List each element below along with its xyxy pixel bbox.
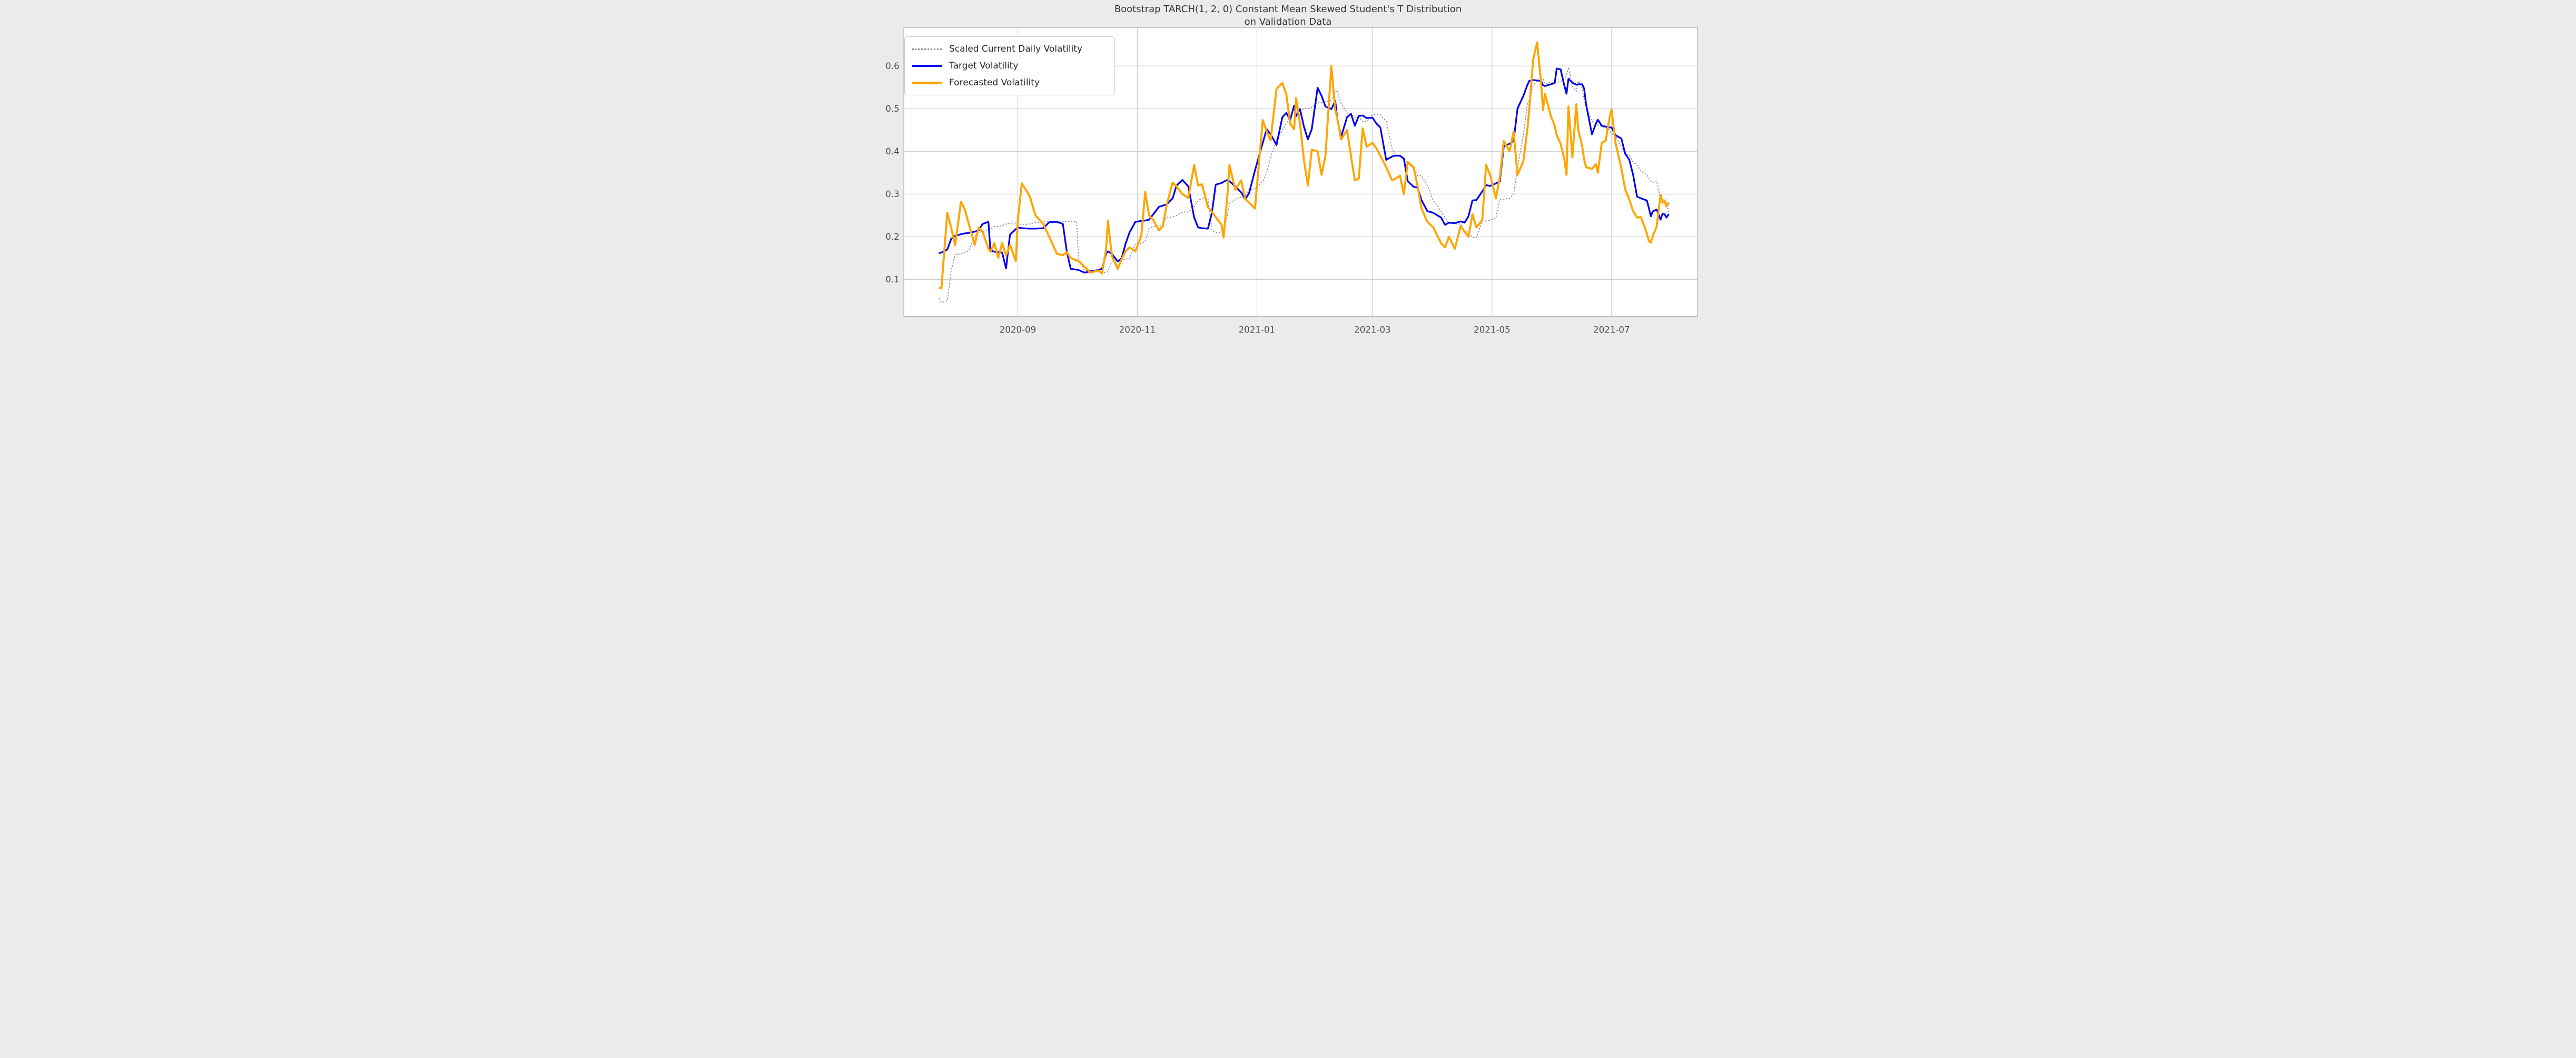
legend-entry-target-volatility: Target Volatility [912,59,1107,73]
chart-title-line2: on Validation Data [1244,16,1332,28]
legend-label: Scaled Current Daily Volatility [949,44,1083,54]
x-tick-label: 2021-03 [1354,325,1390,335]
chart-title: Bootstrap TARCH(1, 2, 0) Constant Mean S… [876,3,1700,29]
y-tick-label: 0.6 [885,61,899,71]
chart-figure: 0.1 0.2 0.3 0.4 0.5 0.6 2020-09 2020-11 2021-01 2… [876,0,1700,338]
x-tick-label: 2021-01 [1239,325,1275,335]
x-tick-label: 2020-09 [1000,325,1036,335]
legend-swatch-solid-blue-icon [912,65,942,67]
y-tick-label: 0.5 [885,104,899,114]
series-target-volatility [939,67,1670,274]
axis-tick-labels: 0.1 0.2 0.3 0.4 0.5 0.6 2020-09 2020-11 2021-01 2… [885,61,1630,335]
legend-swatch-dotted-icon [912,48,942,50]
y-tick-label: 0.1 [885,275,899,285]
y-tick-label: 0.3 [885,189,899,199]
chart-legend: Scaled Current Daily Volatility Target Vo… [904,36,1115,95]
legend-swatch-solid-orange-icon [912,81,942,84]
x-tick-label: 2021-07 [1593,325,1630,335]
legend-label: Forecasted Volatility [949,77,1040,88]
chart-title-line1: Bootstrap TARCH(1, 2, 0) Constant Mean S… [1114,4,1462,15]
plot-spines [903,27,1698,317]
series-forecasted-volatility [938,41,1670,290]
x-tick-label: 2020-11 [1119,325,1156,335]
y-tick-label: 0.4 [885,146,899,156]
y-tick-label: 0.2 [885,232,899,242]
legend-entry-forecasted-volatility: Forecasted Volatility [912,76,1107,90]
legend-entry-scaled-current-daily-volatility: Scaled Current Daily Volatility [912,42,1107,56]
legend-label: Target Volatility [949,61,1019,71]
x-tick-label: 2021-05 [1474,325,1510,335]
